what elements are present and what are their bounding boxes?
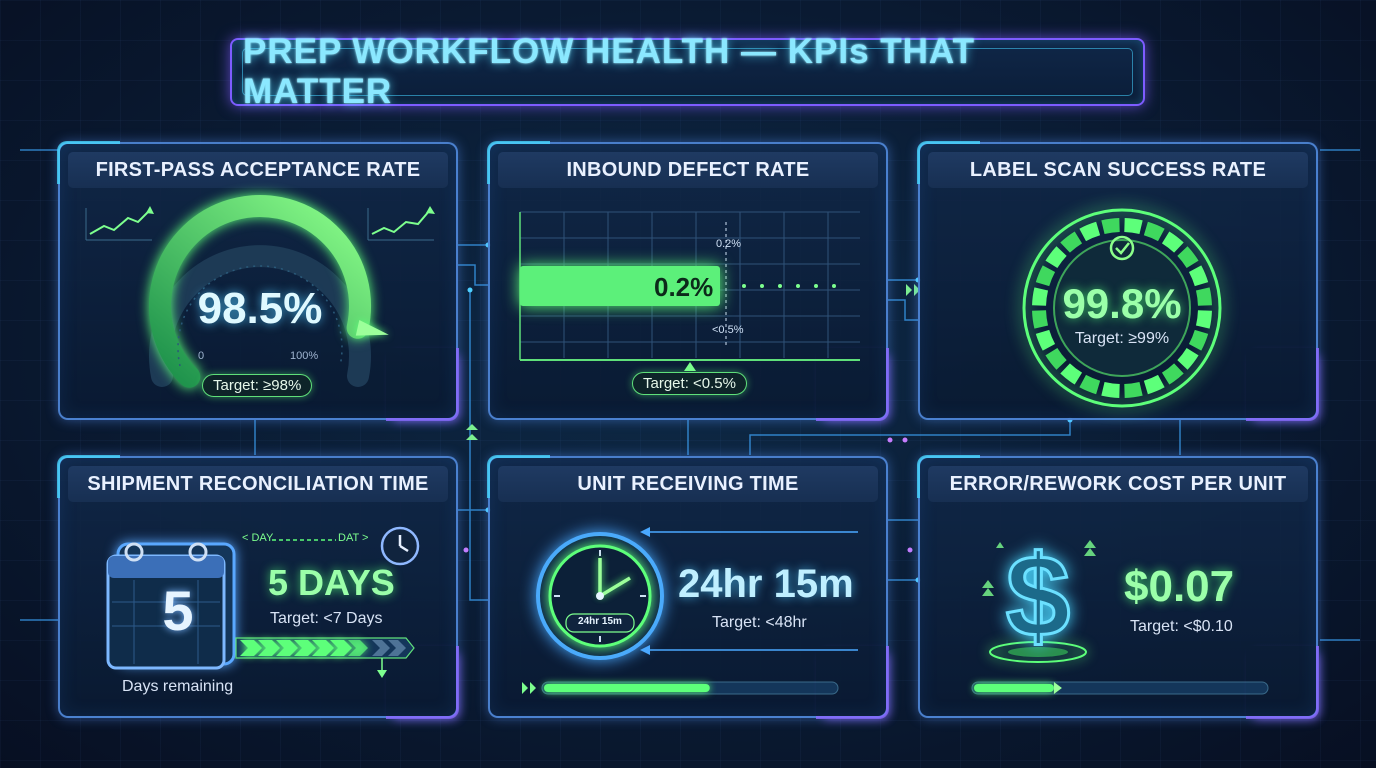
gauge xyxy=(149,195,389,388)
scale-right-label: DAT > xyxy=(338,532,369,544)
scale-left-label: < DAY xyxy=(242,532,274,544)
ring-segment xyxy=(1101,381,1120,398)
card-title: SHIPMENT RECONCILIATION TIME xyxy=(68,466,448,502)
ring-segment xyxy=(1035,265,1056,287)
threshold-label: <0.5% xyxy=(712,324,744,336)
ring-segment xyxy=(1195,287,1212,306)
card-shipment-reconciliation[interactable]: SHIPMENT RECONCILIATION TIME 5 < DAY DAT… xyxy=(57,455,459,719)
ring-segment xyxy=(1188,329,1209,351)
target-text: Target: <48hr xyxy=(712,614,807,631)
clock-icon xyxy=(380,526,420,566)
progress-chevrons xyxy=(235,637,415,678)
ring-segment xyxy=(1032,310,1049,329)
pointer-icon xyxy=(684,362,696,371)
target-text: Target: <$0.10 xyxy=(1130,618,1233,635)
scan-ring xyxy=(1022,208,1222,408)
arrow-decoration xyxy=(640,527,858,655)
target-text: Target: <7 Days xyxy=(270,610,383,627)
ring-segment xyxy=(1060,363,1083,385)
ring-segment xyxy=(1060,231,1083,253)
ring-segment xyxy=(1124,218,1143,235)
kpi-value: $0.07 xyxy=(1124,562,1235,611)
card-inbound-defect[interactable]: INBOUND DEFECT RATE 0.2% 0.2% <0.5% Targ… xyxy=(487,141,889,421)
target-text: Target: ≥99% xyxy=(1074,330,1170,347)
ring-segment xyxy=(1143,374,1165,395)
dollar-icon: $ xyxy=(982,530,1096,663)
title-frame: PREP WORKFLOW HEALTH — KPIs THAT MATTER xyxy=(230,32,1145,111)
stopwatch-icon xyxy=(536,532,664,660)
target-badge: Target: <0.5% xyxy=(632,372,747,395)
ring-segment xyxy=(1079,374,1101,395)
kpi-value: 99.8% xyxy=(1062,280,1182,327)
ring-segment xyxy=(1045,246,1067,269)
ring-segment xyxy=(1124,381,1143,398)
card-title: ERROR/REWORK COST PER UNIT xyxy=(928,466,1308,502)
caption: Days remaining xyxy=(122,678,234,695)
target-badge: Target: ≥98% xyxy=(202,374,313,397)
card-title: LABEL SCAN SUCCESS RATE xyxy=(928,152,1308,188)
defect-bar-chart xyxy=(519,211,860,361)
kpi-value: 5 DAYS xyxy=(268,562,395,603)
trend-up-icon xyxy=(367,206,435,241)
ring-segment xyxy=(1101,218,1120,235)
card-label-scan[interactable]: LABEL SCAN SUCCESS RATE 99.8% Target: ≥9… xyxy=(917,141,1319,421)
kpi-value: 24hr 15m xyxy=(678,562,854,606)
ring-segment xyxy=(1035,329,1056,351)
card-rework-cost[interactable]: ERROR/REWORK COST PER UNIT $ $0.07 Targe… xyxy=(917,455,1319,719)
card-first-pass-acceptance[interactable]: FIRST-PASS ACCEPTANCE RATE 98.5% 0 100% … xyxy=(57,141,459,421)
bar-value: 0.2% xyxy=(654,272,714,302)
ring-segment xyxy=(1161,231,1184,253)
check-icon xyxy=(1110,237,1134,261)
ring-segment xyxy=(1161,363,1184,385)
ring-segment xyxy=(1177,246,1199,269)
calendar-number: 5 xyxy=(162,579,194,642)
clock-label: 24hr 15m xyxy=(578,616,622,627)
scale-line xyxy=(272,539,336,541)
trend-up-icon xyxy=(85,206,154,241)
ring-segment xyxy=(1045,347,1067,370)
card-title: FIRST-PASS ACCEPTANCE RATE xyxy=(68,152,448,188)
page-title: PREP WORKFLOW HEALTH — KPIs THAT MATTER xyxy=(243,32,975,111)
card-unit-receiving[interactable]: UNIT RECEIVING TIME 24hr 15m 24hr 15m Ta… xyxy=(487,455,889,719)
progress-bar xyxy=(971,681,1269,695)
ring-segment xyxy=(1195,310,1212,329)
bar-marker-label: 0.2% xyxy=(716,238,742,250)
svg-text:$: $ xyxy=(1006,531,1071,661)
ring-segment xyxy=(1177,347,1199,370)
gauge-max-label: 100% xyxy=(290,350,319,362)
ring-segment xyxy=(1032,287,1049,306)
card-title: UNIT RECEIVING TIME xyxy=(498,466,878,502)
ring-segment xyxy=(1188,265,1209,287)
kpi-value: 98.5% xyxy=(197,284,323,333)
ring-segment xyxy=(1143,221,1165,242)
ring-segment xyxy=(1079,221,1101,242)
card-title: INBOUND DEFECT RATE xyxy=(498,152,878,188)
gauge-min-label: 0 xyxy=(198,350,205,362)
progress-bar xyxy=(522,681,839,695)
calendar-icon xyxy=(106,542,236,670)
